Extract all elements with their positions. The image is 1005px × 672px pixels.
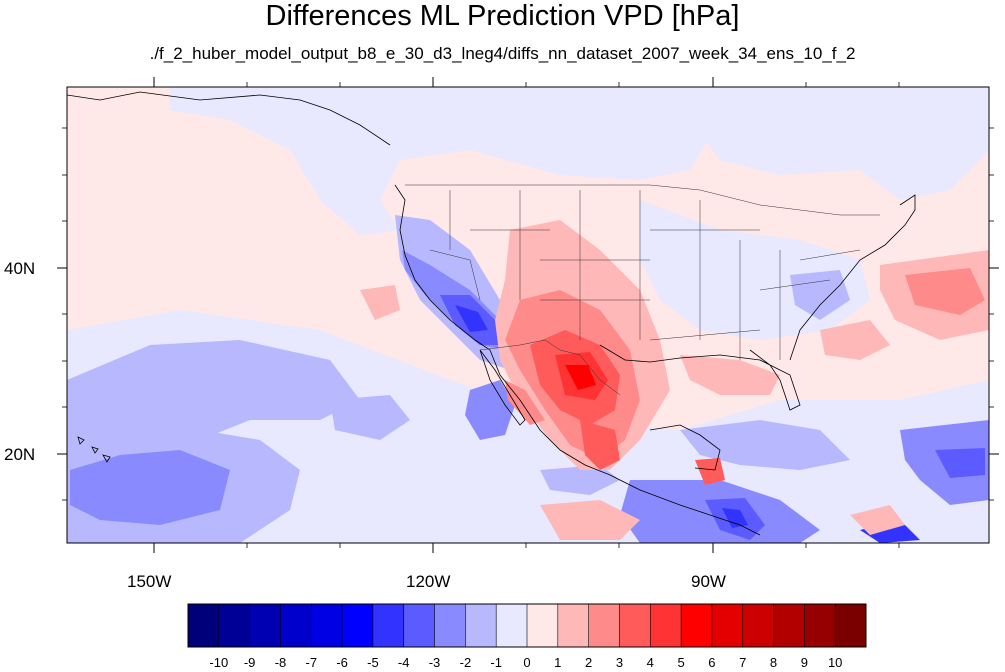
map-subtitle: ./f_2_huber_model_output_b8_e_30_d3_lneg… — [149, 44, 856, 63]
colorbar-swatch — [280, 604, 312, 647]
colorbar-swatch — [403, 604, 435, 647]
colorbar-label: -1 — [490, 655, 502, 670]
yucatan-positive — [695, 458, 725, 485]
canada-negative — [640, 87, 989, 200]
colorbar-swatch — [711, 604, 744, 647]
colorbar-label: 5 — [677, 655, 685, 670]
colorbar-swatch — [773, 604, 805, 647]
colorbar-label: 6 — [708, 655, 716, 670]
map-title: Differences ML Prediction VPD [hPa] — [265, 0, 740, 32]
baja-coastline — [479, 349, 526, 426]
caribbean-positive — [850, 505, 905, 535]
positive-anomalies — [360, 220, 989, 540]
colorbar-label: 9 — [800, 655, 808, 670]
colorbar-swatch — [218, 604, 250, 647]
colorbar-label: -4 — [397, 655, 410, 670]
caribbean-strong-negative — [935, 448, 985, 478]
atlantic-core-positive — [905, 268, 985, 315]
colorbar-swatch — [619, 604, 651, 647]
us-mexico-border — [479, 339, 621, 396]
hawaii-island-1 — [77, 436, 85, 445]
colorbar-label: -8 — [274, 655, 287, 670]
coastlines — [67, 91, 916, 536]
state-line-14 — [799, 249, 861, 261]
lat-label-40n: 40N — [4, 259, 36, 278]
colorbar-label: -6 — [336, 655, 348, 670]
state-line-12 — [759, 279, 831, 291]
us-mexico-coastline — [394, 184, 761, 536]
colorbar-label: 3 — [615, 655, 624, 670]
colorbar-label: -7 — [305, 655, 318, 670]
colorbar-swatch — [311, 604, 343, 647]
colorbar-swatch — [496, 604, 528, 647]
texas-peak-positive — [565, 365, 596, 390]
colorbar-label: -3 — [428, 655, 441, 670]
central-america-core-negative — [722, 508, 748, 528]
colorbar-swatch — [527, 604, 559, 647]
mid-pacific-negative — [330, 395, 410, 440]
colorbar-label: 10 — [827, 655, 843, 670]
east-coast-positive — [820, 320, 890, 360]
pacific-south-positive — [540, 500, 640, 540]
colorbar-swatch — [434, 604, 466, 647]
state-line-10 — [649, 329, 761, 341]
lat-label-20n: 20N — [4, 445, 36, 464]
colorbar-label: 0 — [523, 655, 531, 670]
north-pacific-negative — [170, 87, 720, 235]
difference-field — [67, 87, 989, 543]
colorbar-swatch — [650, 604, 682, 647]
colorbar-label: 8 — [769, 655, 778, 670]
lon-label-120w: 120W — [406, 572, 451, 591]
hawaii-island-2 — [91, 446, 99, 454]
hawaii-islands — [77, 436, 111, 463]
gulf-coastline — [599, 344, 801, 411]
baja-offshore-negative — [465, 380, 515, 440]
lon-label-90w: 90W — [691, 572, 726, 591]
lon-label-150w: 150W — [127, 572, 172, 591]
colorbar-swatch — [681, 604, 713, 647]
colorbar-label: 2 — [584, 655, 593, 670]
baja-positive — [505, 380, 545, 425]
gulf-positive — [680, 355, 780, 395]
colorbar — [187, 603, 867, 648]
map-frame — [66, 86, 990, 544]
sw-pacific-core-negative — [70, 450, 230, 525]
colorbar-swatch — [372, 604, 405, 647]
colorbar-label: 4 — [646, 655, 654, 670]
east-coast-negative — [790, 270, 850, 320]
colorbar-label: 1 — [554, 655, 562, 670]
state-line-15 — [429, 249, 481, 301]
colorbar-swatch — [835, 604, 867, 647]
sw-core-negative — [455, 305, 488, 332]
mexico-south-positive — [580, 420, 620, 470]
colorbar-swatch — [249, 604, 281, 647]
major-ticks — [57, 77, 999, 553]
colorbar-label: -2 — [459, 655, 472, 670]
colorbar-swatch — [804, 604, 836, 647]
colorbar-swatch — [465, 604, 497, 647]
us-canada-border — [405, 184, 880, 216]
colorbar-swatch — [557, 604, 589, 647]
colorbar-swatch — [588, 604, 620, 647]
west-coast-fringe-negative — [540, 465, 620, 495]
colorbar-swatch — [742, 604, 774, 647]
south-strong-negative — [860, 520, 920, 543]
alaska-coastline — [67, 91, 391, 146]
subtropical-pacific-negative — [67, 340, 360, 445]
colorbar-label: -10 — [209, 655, 229, 670]
yucatan-coastline — [649, 424, 721, 471]
colorbar-label: -5 — [367, 655, 379, 670]
colorbar-label: 7 — [739, 655, 747, 670]
minor-ticks — [62, 82, 994, 548]
state-borders — [405, 184, 880, 396]
nevada-positive — [360, 285, 400, 320]
colorbar-label: -9 — [243, 655, 256, 670]
negative-anomalies — [67, 87, 989, 543]
colorbar-swatch — [188, 604, 220, 647]
gulf-negative — [680, 420, 850, 470]
hawaii-island-3 — [102, 454, 111, 463]
colorbar-swatch — [342, 604, 374, 647]
atlantic-coastline — [789, 194, 916, 361]
